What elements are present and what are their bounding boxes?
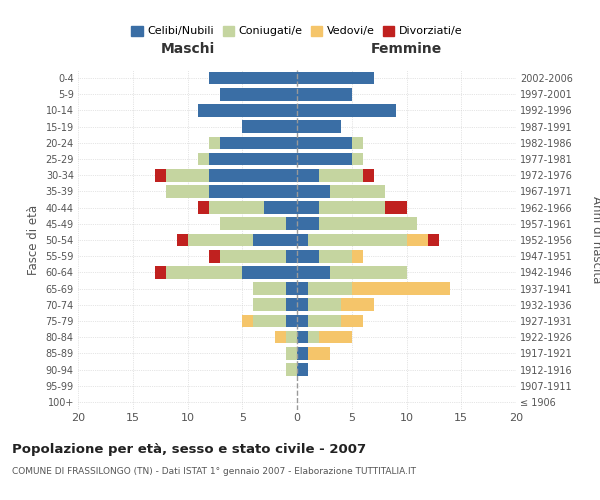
Bar: [253, 282, 286, 295]
Bar: [308, 331, 319, 344]
Bar: [407, 234, 428, 246]
Bar: [297, 136, 352, 149]
Bar: [297, 104, 395, 117]
Bar: [209, 185, 297, 198]
Bar: [319, 250, 352, 262]
Bar: [188, 234, 253, 246]
Bar: [176, 234, 188, 246]
Bar: [209, 250, 220, 262]
Bar: [297, 120, 341, 133]
Bar: [209, 152, 297, 166]
Bar: [352, 250, 363, 262]
Bar: [308, 298, 341, 311]
Bar: [209, 136, 220, 149]
Bar: [319, 218, 418, 230]
Bar: [242, 314, 253, 328]
Bar: [209, 72, 297, 85]
Bar: [297, 266, 330, 278]
Bar: [199, 152, 209, 166]
Y-axis label: Anni di nascita: Anni di nascita: [590, 196, 600, 284]
Bar: [297, 331, 308, 344]
Bar: [264, 202, 297, 214]
Bar: [297, 314, 308, 328]
Bar: [166, 266, 242, 278]
Bar: [297, 363, 308, 376]
Bar: [297, 152, 352, 166]
Bar: [297, 202, 319, 214]
Bar: [319, 331, 352, 344]
Bar: [209, 169, 297, 181]
Bar: [297, 298, 308, 311]
Bar: [166, 185, 209, 198]
Bar: [297, 169, 319, 181]
Bar: [220, 250, 286, 262]
Bar: [155, 169, 166, 181]
Bar: [297, 282, 308, 295]
Text: Popolazione per età, sesso e stato civile - 2007: Popolazione per età, sesso e stato civil…: [12, 442, 366, 456]
Bar: [297, 250, 319, 262]
Bar: [286, 298, 297, 311]
Bar: [330, 266, 407, 278]
Text: Femmine: Femmine: [371, 42, 442, 56]
Bar: [209, 202, 264, 214]
Legend: Celibi/Nubili, Coniugati/e, Vedovi/e, Divorziati/e: Celibi/Nubili, Coniugati/e, Vedovi/e, Di…: [127, 21, 467, 41]
Bar: [341, 314, 363, 328]
Bar: [363, 169, 374, 181]
Bar: [286, 314, 297, 328]
Bar: [308, 347, 330, 360]
Bar: [199, 202, 209, 214]
Bar: [297, 347, 308, 360]
Bar: [166, 169, 209, 181]
Bar: [286, 218, 297, 230]
Bar: [341, 298, 374, 311]
Bar: [286, 347, 297, 360]
Bar: [319, 169, 363, 181]
Bar: [199, 104, 297, 117]
Bar: [308, 314, 341, 328]
Bar: [330, 185, 385, 198]
Bar: [253, 314, 286, 328]
Bar: [319, 202, 385, 214]
Bar: [220, 218, 286, 230]
Bar: [297, 234, 308, 246]
Bar: [352, 152, 363, 166]
Bar: [308, 282, 352, 295]
Bar: [297, 88, 352, 101]
Bar: [308, 234, 407, 246]
Bar: [253, 298, 286, 311]
Bar: [352, 136, 363, 149]
Text: Maschi: Maschi: [160, 42, 215, 56]
Bar: [428, 234, 439, 246]
Bar: [297, 218, 319, 230]
Bar: [297, 72, 374, 85]
Bar: [352, 282, 451, 295]
Bar: [220, 136, 297, 149]
Bar: [155, 266, 166, 278]
Text: COMUNE DI FRASSILONGO (TN) - Dati ISTAT 1° gennaio 2007 - Elaborazione TUTTITALI: COMUNE DI FRASSILONGO (TN) - Dati ISTAT …: [12, 468, 416, 476]
Bar: [253, 234, 297, 246]
Bar: [275, 331, 286, 344]
Bar: [286, 282, 297, 295]
Bar: [286, 363, 297, 376]
Bar: [286, 250, 297, 262]
Bar: [220, 88, 297, 101]
Bar: [385, 202, 407, 214]
Bar: [286, 331, 297, 344]
Bar: [242, 266, 297, 278]
Bar: [297, 185, 330, 198]
Bar: [242, 120, 297, 133]
Y-axis label: Fasce di età: Fasce di età: [27, 205, 40, 275]
